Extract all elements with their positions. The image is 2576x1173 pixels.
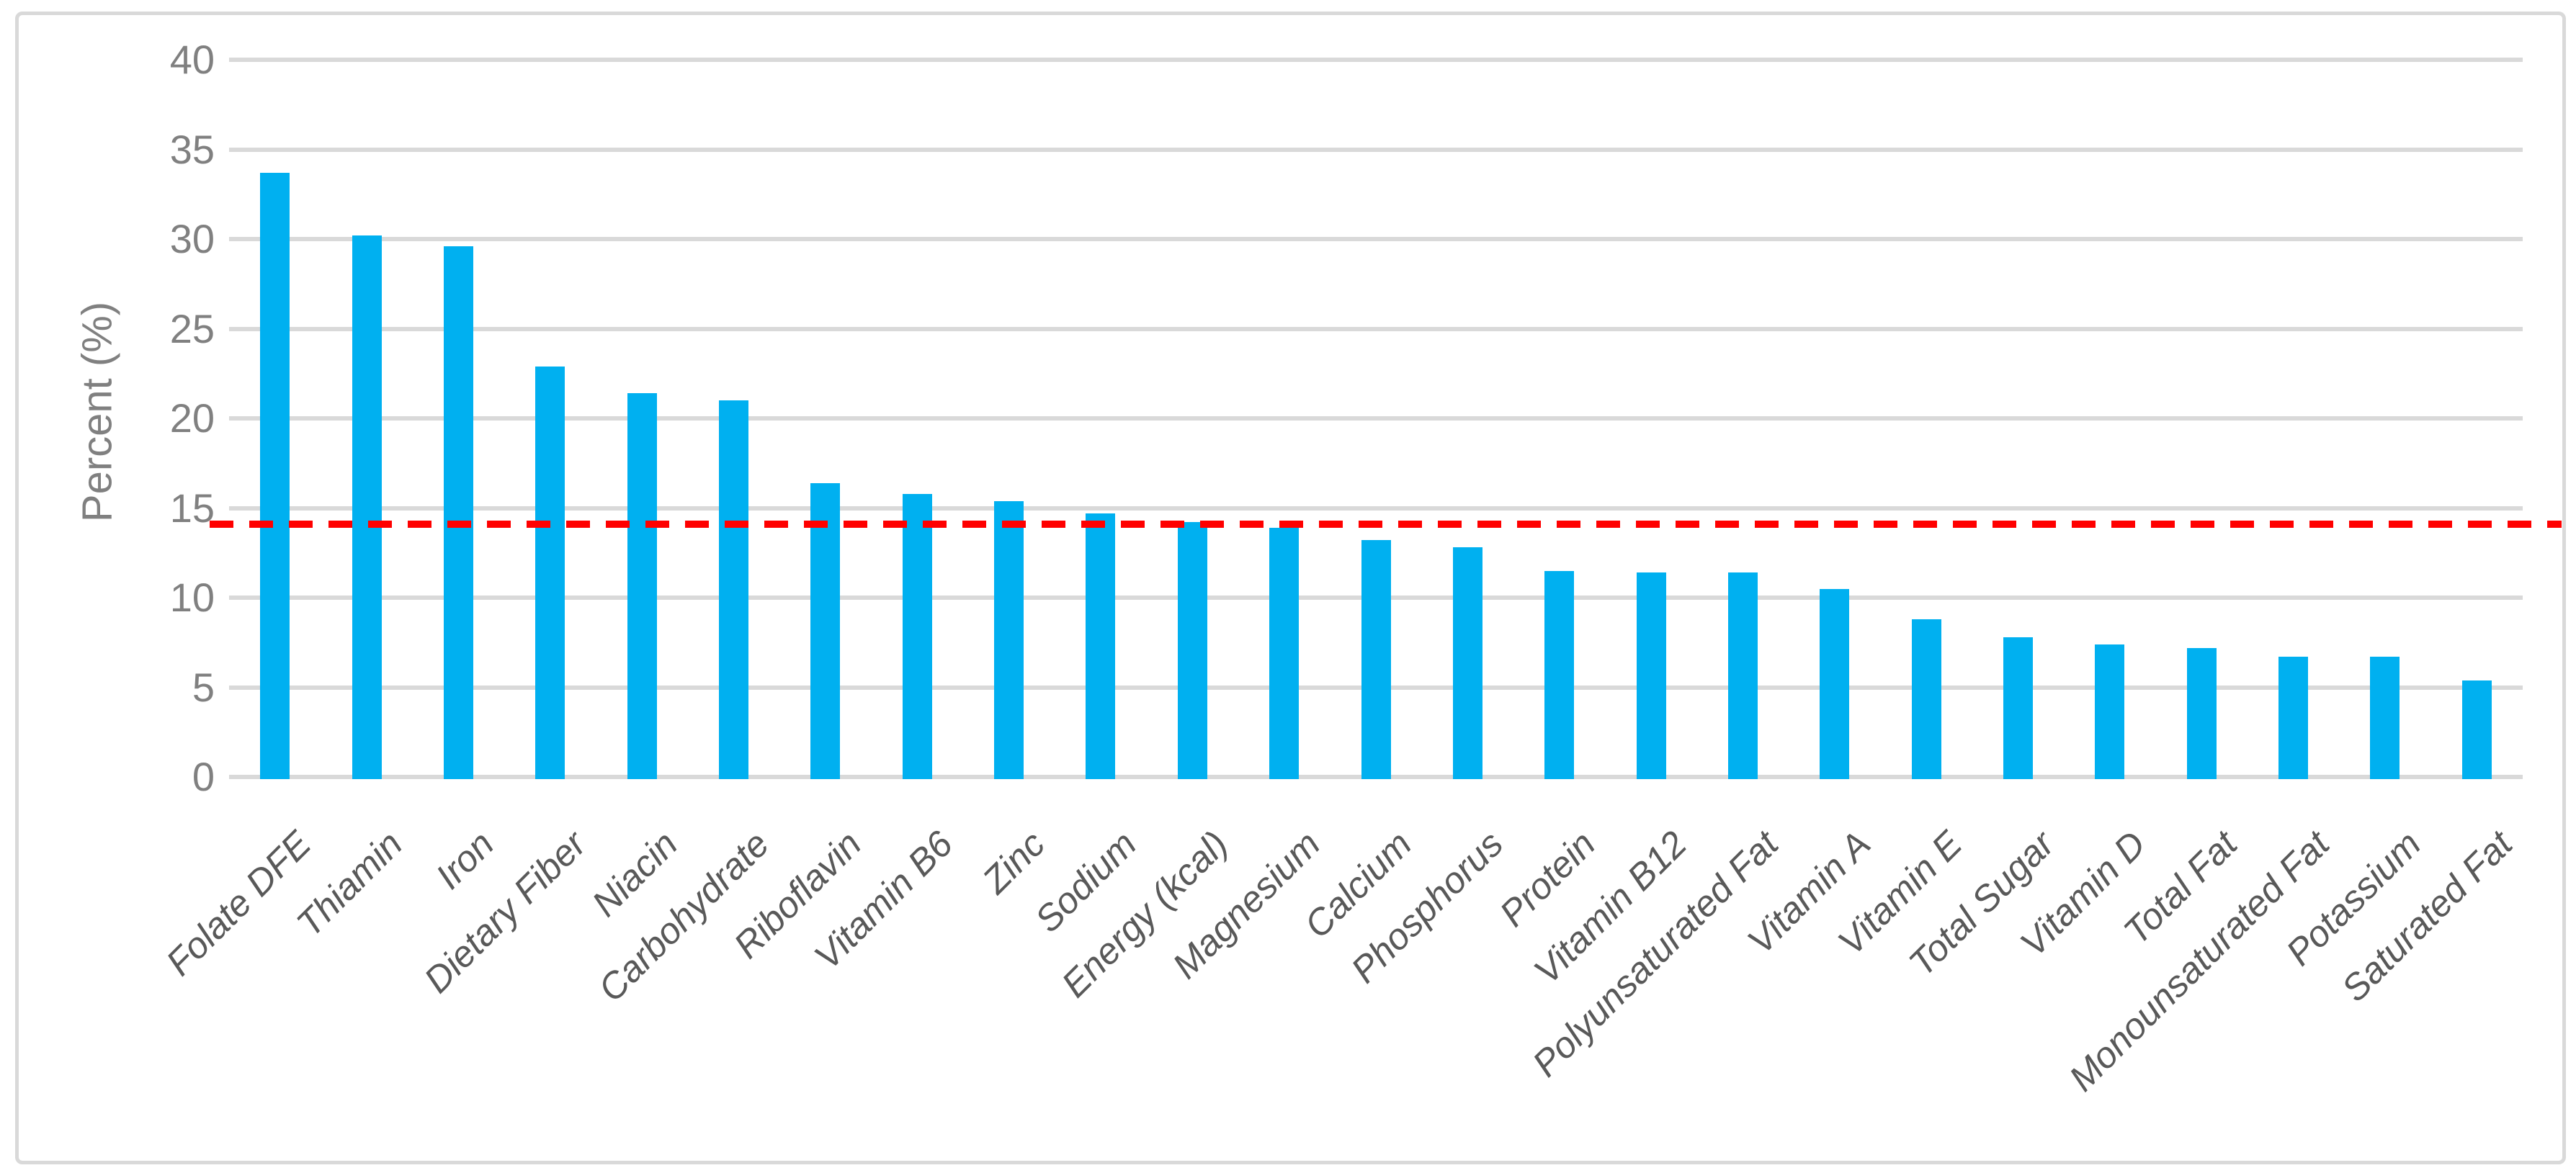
bar-monounsaturated-fat <box>2278 657 2309 779</box>
bar-saturated-fat <box>2461 680 2492 779</box>
gridline-35 <box>229 147 2523 152</box>
bar-protein <box>1544 570 1575 779</box>
reference-dashed-line <box>210 520 2562 528</box>
bar-total-fat <box>2186 647 2217 779</box>
bar-energy-kcal- <box>1177 522 1207 779</box>
bar-vitamin-e <box>1911 619 1941 779</box>
gridline-25 <box>229 326 2523 331</box>
bar-iron <box>443 246 473 779</box>
y-tick-label-30: 30 <box>169 216 215 261</box>
bar-calcium <box>1361 540 1391 779</box>
bar-potassium <box>2370 657 2400 779</box>
y-axis-title-text: Percent (%) <box>73 301 121 523</box>
bar-sodium <box>1086 513 1116 779</box>
bar-dietary-fiber <box>535 366 565 779</box>
gridline-30 <box>229 237 2523 241</box>
y-tick-label-5: 5 <box>192 664 215 710</box>
bar-carbohydrate <box>718 400 748 779</box>
y-tick-label-25: 25 <box>169 305 215 351</box>
bar-riboflavin <box>810 482 841 779</box>
gridline-15 <box>229 505 2523 511</box>
gridline-20 <box>229 416 2523 421</box>
y-tick-label-35: 35 <box>169 126 215 172</box>
y-tick-label-15: 15 <box>169 485 215 531</box>
bar-phosphorus <box>1452 547 1482 779</box>
bar-total-sugar <box>2003 637 2034 779</box>
gridline-40 <box>229 58 2523 62</box>
y-tick-label-10: 10 <box>169 575 215 620</box>
y-tick-label-40: 40 <box>169 37 215 82</box>
bar-vitamin-b6 <box>902 493 932 779</box>
bar-vitamin-a <box>1820 588 1850 779</box>
bar-vitamin-d <box>2095 644 2125 779</box>
bar-magnesium <box>1269 527 1300 779</box>
bar-polyunsaturated-fat <box>1727 572 1758 779</box>
bar-thiamin <box>352 235 382 779</box>
bar-zinc <box>994 500 1024 779</box>
bar-vitamin-b12 <box>1636 572 1666 779</box>
y-tick-label-20: 20 <box>169 395 215 441</box>
y-tick-label-0: 0 <box>192 754 215 799</box>
bar-folate-dfe <box>260 172 290 779</box>
bar-niacin <box>627 393 657 779</box>
